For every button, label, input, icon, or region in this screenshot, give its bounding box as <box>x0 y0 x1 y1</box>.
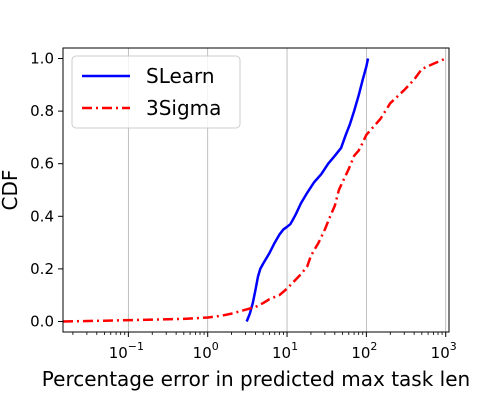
y-tick-label: 1.0 <box>30 50 54 68</box>
x-tick-base: 10 <box>351 344 370 362</box>
legend: SLearn 3Sigma <box>71 55 241 129</box>
x-axis-ticks: 10−1 100 101 102 103 <box>72 332 457 362</box>
x-tick-base: 10 <box>109 344 128 362</box>
x-tick-label: 101 <box>272 340 298 362</box>
x-tick-base: 10 <box>193 344 212 362</box>
x-tick-base: 10 <box>431 344 450 362</box>
x-tick-exponent: 0 <box>212 340 219 353</box>
y-tick-label: 0.8 <box>30 102 54 120</box>
plot-frame <box>62 47 450 333</box>
y-tick-label: 0.0 <box>30 312 54 330</box>
y-tick-label: 0.6 <box>30 155 54 173</box>
x-tick-exponent: 3 <box>450 340 457 353</box>
y-tick-label: 0.4 <box>30 207 54 225</box>
x-tick-label: 103 <box>431 340 457 362</box>
x-tick-exponent: 1 <box>291 340 298 353</box>
legend-label-slearn: SLearn <box>146 64 215 88</box>
x-tick-label: 102 <box>351 340 377 362</box>
y-tick-label: 0.2 <box>30 260 54 278</box>
x-tick-exponent: −1 <box>128 340 144 353</box>
legend-label-3sigma: 3Sigma <box>146 96 221 120</box>
series-lines <box>62 57 447 323</box>
legend-box <box>71 55 241 129</box>
x-axis-title: Percentage error in predicted max task l… <box>42 367 470 391</box>
x-tick-label: 100 <box>193 340 219 362</box>
series-line-3sigma <box>62 57 447 323</box>
y-axis-title: CDF <box>0 170 22 211</box>
x-tick-base: 10 <box>272 344 291 362</box>
y-axis-ticks: 0.0 0.2 0.4 0.6 0.8 1.0 <box>30 50 63 330</box>
series-line-slearn <box>245 58 370 322</box>
x-tick-label: 10−1 <box>109 340 144 362</box>
x-tick-exponent: 2 <box>370 340 377 353</box>
